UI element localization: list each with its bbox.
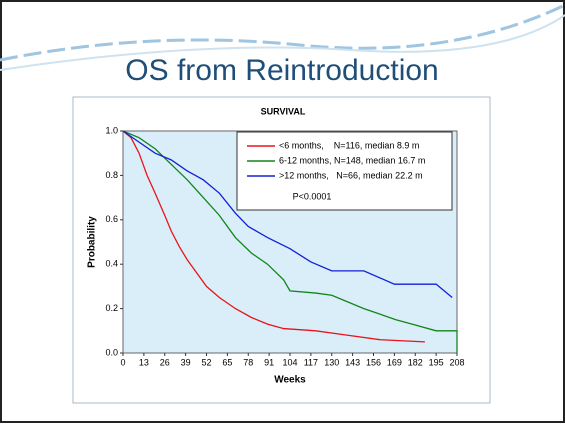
x-tick-label: 130 [324,357,339,367]
y-tick-label: 0.8 [105,170,118,180]
slide-title: OS from Reintroduction [125,54,438,87]
x-tick-label: 78 [243,357,253,367]
legend-label: <6 months, N=116, median 8.9 m [279,140,419,150]
x-tick-label: 65 [222,357,232,367]
x-tick-label: 195 [429,357,444,367]
y-axis-label: Probability [87,216,98,268]
y-tick-label: 0.4 [105,259,118,269]
annotation: P<0.0001 [293,191,332,201]
x-tick-label: 52 [201,357,211,367]
x-tick-label: 208 [449,357,464,367]
x-tick-label: 156 [366,357,381,367]
legend-label: 6-12 months, N=148, median 16.7 m [279,155,425,165]
y-tick-label: 0.2 [105,303,118,313]
y-tick-label: 0.0 [105,347,118,357]
x-tick-label: 117 [304,357,318,367]
x-tick-label: 169 [387,357,402,367]
x-tick-label: 182 [408,357,423,367]
chart-title: SURVIVAL [261,106,306,116]
y-tick-label: 1.0 [105,125,118,135]
y-tick-label: 0.6 [105,214,118,224]
x-tick-label: 39 [181,357,191,367]
x-tick-label: 91 [264,357,274,367]
x-tick-label: 143 [345,357,360,367]
x-tick-label: 13 [139,357,149,367]
legend-label: >12 months, N=66, median 22.2 m [279,170,423,180]
x-tick-label: 104 [282,357,297,367]
x-tick-label: 26 [160,357,170,367]
x-axis-label: Weeks [274,375,306,386]
slide: OS from Reintroduction SURVIVAL Weeks Pr… [0,0,565,423]
x-tick-label: 0 [120,357,125,367]
